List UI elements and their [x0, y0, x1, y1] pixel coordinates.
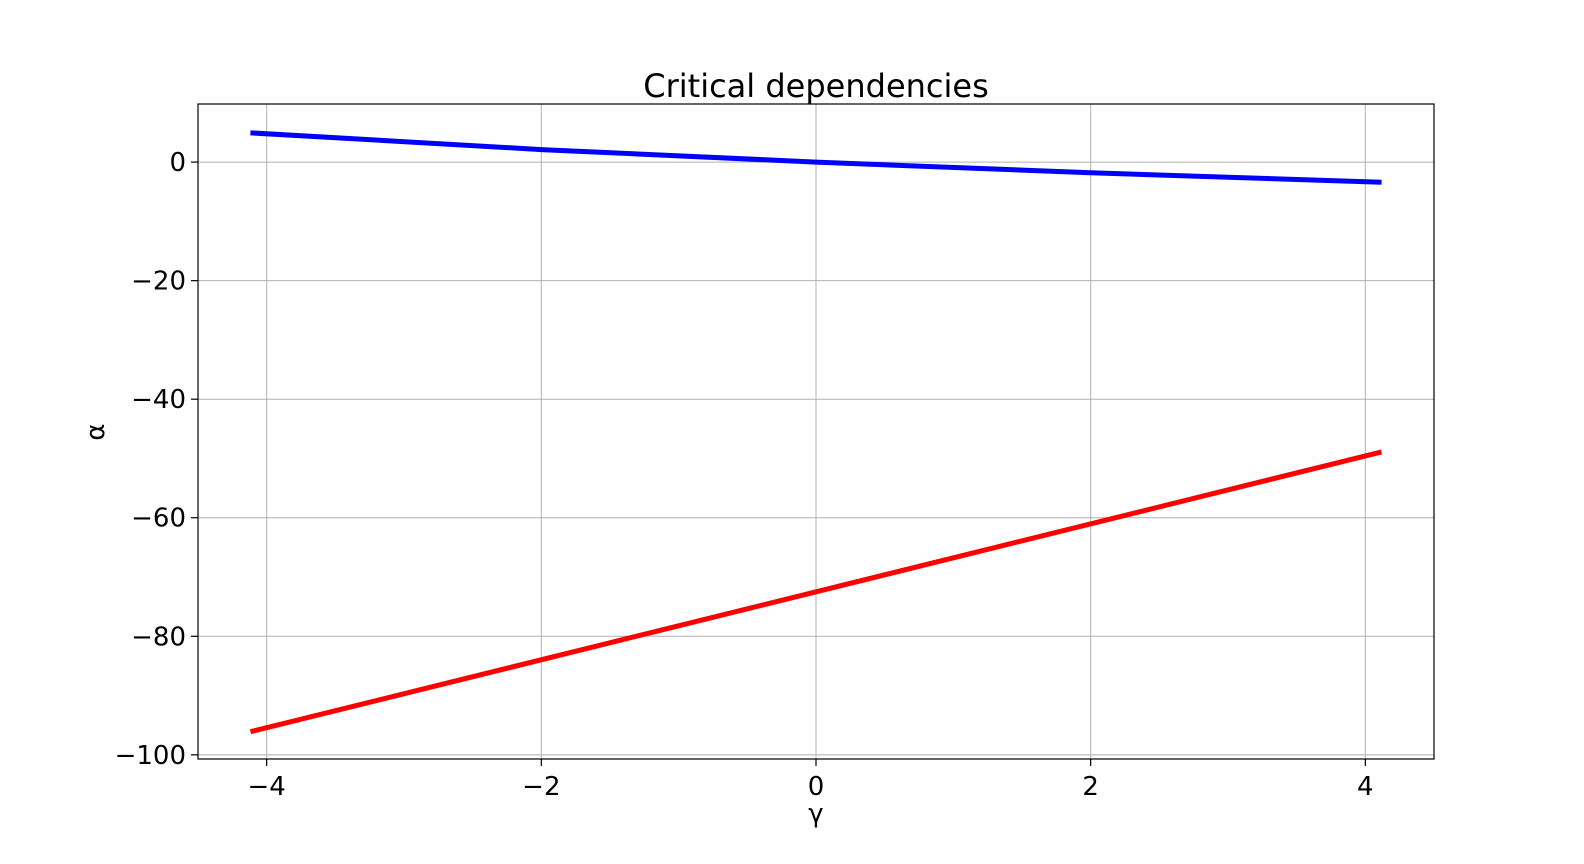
x-tick-label: −4 [248, 772, 286, 802]
x-tick-label: 4 [1357, 772, 1374, 802]
x-axis: −4 −2 0 2 4 [248, 759, 1374, 802]
y-tick-label: −40 [131, 385, 186, 415]
y-tick-label: −60 [131, 504, 186, 534]
grid [198, 104, 1434, 759]
y-tick-label: −80 [131, 622, 186, 652]
series-line-1 [250, 130, 1382, 185]
series-line-2 [249, 449, 1383, 735]
chart-title: Critical dependencies [643, 67, 989, 105]
y-axis-label: α [81, 423, 111, 440]
x-tick-label: 0 [808, 772, 825, 802]
y-tick-label: −100 [115, 741, 186, 771]
y-tick-label: −20 [131, 267, 186, 297]
x-axis-label: γ [808, 799, 823, 829]
x-tick-label: 2 [1082, 772, 1099, 802]
y-axis: 0 −20 −40 −60 −80 −100 [115, 148, 198, 771]
series-layer [249, 130, 1383, 735]
y-tick-label: 0 [169, 148, 186, 178]
x-tick-label: −2 [522, 772, 560, 802]
